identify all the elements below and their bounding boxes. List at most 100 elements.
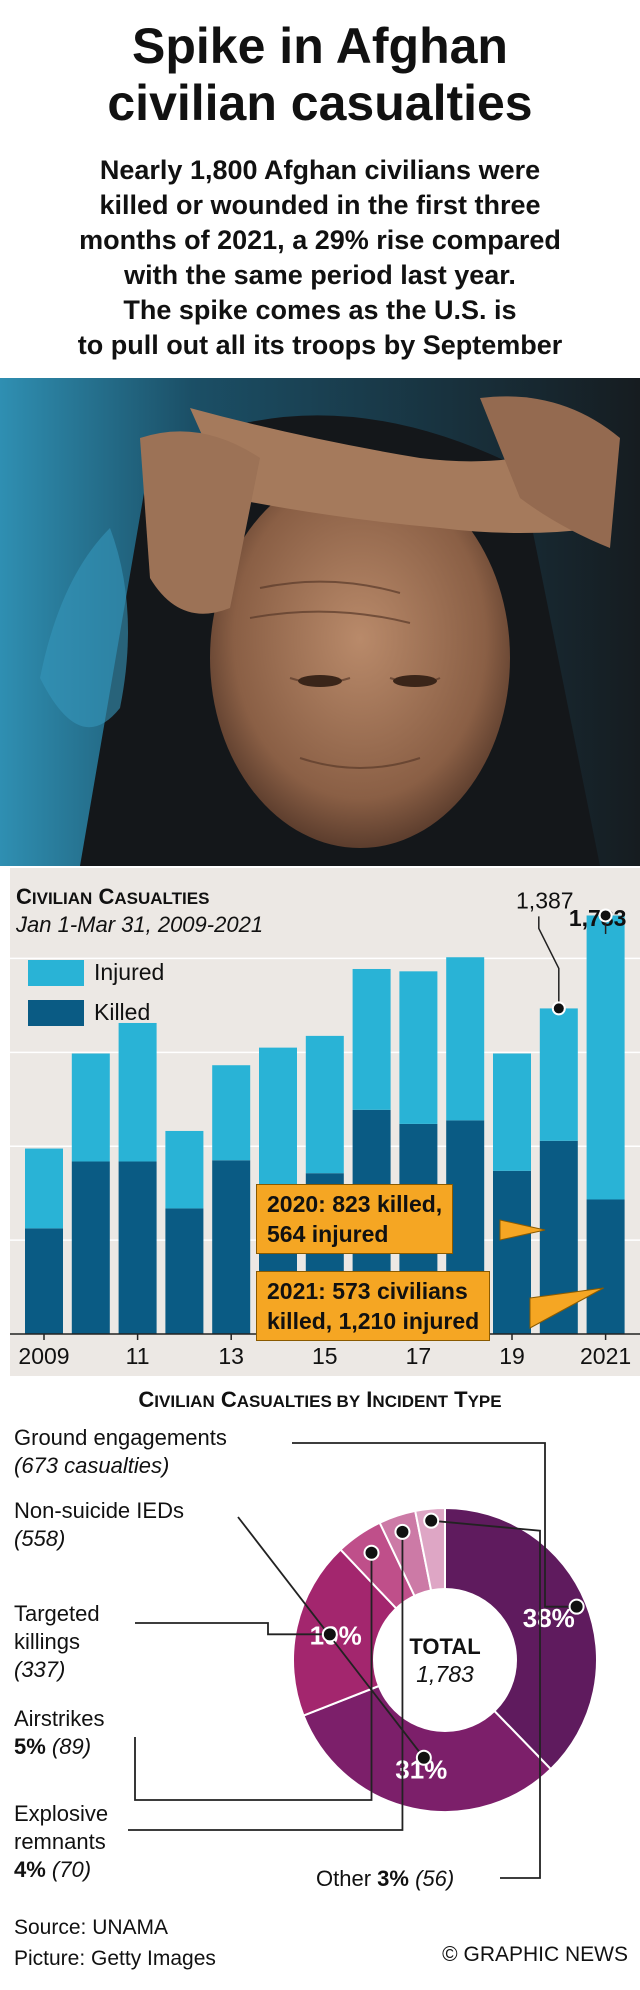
callout-2020-line-1: 2020: 823 killed, xyxy=(267,1191,443,1217)
leader-dot-ground-engagements xyxy=(568,1598,585,1615)
leader-airstrikes xyxy=(134,1552,373,1801)
pie-title-part: T xyxy=(454,1387,468,1412)
chart-title-initial-2: C xyxy=(98,884,115,909)
bar-killed-2021 xyxy=(586,1199,625,1334)
standfirst: Nearly 1,800 Afghan civilians were kille… xyxy=(10,153,630,363)
pie-title-part: YPE xyxy=(467,1392,502,1411)
leader-dot-other xyxy=(423,1512,440,1529)
pie-center-hole xyxy=(373,1588,517,1732)
bar-injured-2019 xyxy=(493,1053,531,1171)
standfirst-line-2: killed or wounded in the first three xyxy=(99,190,541,220)
callout-2021: 2021: 573 civilians killed, 1,210 injure… xyxy=(256,1271,491,1341)
annotation-2021-total: 1,783 xyxy=(569,905,627,931)
label-other-value: (56) xyxy=(415,1866,455,1891)
label-ied-name: Non-suicide IEDs xyxy=(14,1498,184,1523)
chart-subtitle: Jan 1-Mar 31, 2009-2021 xyxy=(16,912,264,937)
bar-injured-2020 xyxy=(539,1008,578,1141)
bar-killed-2009 xyxy=(25,1228,63,1334)
callout-2021-line-1: 2021: 573 civilians xyxy=(267,1278,468,1304)
leader-dot-airstrikes xyxy=(363,1544,380,1561)
pie-title: CIVILIAN CASUALTIES BY INCIDENT TYPE xyxy=(0,1387,640,1413)
label-targeted-line-2: killings xyxy=(14,1629,81,1654)
bar-injured-2014 xyxy=(259,1047,297,1187)
headline: Spike in Afghan civilian casualties xyxy=(0,18,640,132)
standfirst-line-4: with the same period last year. xyxy=(124,260,516,290)
bar-injured-2012 xyxy=(165,1130,204,1209)
legend-swatch-injured xyxy=(28,960,84,986)
leader-explosive-remnants xyxy=(128,1531,404,1831)
pie-slice-non-suicide-ieds xyxy=(302,1658,553,1813)
standfirst-line-6: to pull out all its troops by September xyxy=(77,330,563,360)
bar-injured-2010 xyxy=(71,1053,110,1162)
label-explosive-value: (70) xyxy=(51,1857,92,1882)
pie-center-value: 1,783 xyxy=(416,1661,474,1687)
casualties-bar-chart: CIVILIAN CASUALTIES Jan 1-Mar 31, 2009-2… xyxy=(10,868,640,1376)
bar-injured-2021 xyxy=(586,915,625,1200)
bar-killed-2019 xyxy=(493,1170,531,1334)
bar-killed-2012 xyxy=(165,1208,204,1334)
label-ground-engagements: Ground engagements (673 casualties) xyxy=(14,1424,227,1480)
leader-targeted-killings xyxy=(135,1622,330,1636)
bar-injured-2011 xyxy=(118,1022,157,1162)
headline-line-2: civilian casualties xyxy=(107,75,533,131)
bar-injured-2015 xyxy=(305,1035,344,1174)
x-tick-label: 19 xyxy=(499,1343,525,1369)
leader-other xyxy=(431,1519,541,1879)
callout-2020: 2020: 823 killed, 564 injured xyxy=(256,1184,454,1254)
label-explosive-line-1: Explosive xyxy=(14,1801,109,1826)
standfirst-line-3: months of 2021, a 29% rise compared xyxy=(79,225,561,255)
callout-2020-pointer xyxy=(499,1219,546,1241)
standfirst-line-1: Nearly 1,800 Afghan civilians were xyxy=(99,155,541,185)
label-other: Other 3% (56) xyxy=(316,1865,454,1893)
bar-injured-2009 xyxy=(25,1148,63,1229)
chart-title: CIVILIAN CASUALTIES xyxy=(16,884,209,910)
legend-label-killed: Killed xyxy=(94,999,151,1025)
x-tick-label: 13 xyxy=(218,1343,244,1369)
annotation-2021-dot xyxy=(598,908,613,923)
label-targeted-value: (337) xyxy=(14,1657,66,1682)
pie-title-part: ASUALTIES BY xyxy=(236,1392,361,1411)
label-non-suicide-ieds: Non-suicide IEDs (558) xyxy=(14,1497,184,1553)
annotation-2020-total: 1,387 xyxy=(516,887,574,913)
bar-killed-2011 xyxy=(118,1161,157,1334)
x-tick-label: 15 xyxy=(312,1343,338,1369)
label-explosive-pct: 4% xyxy=(14,1857,46,1882)
callout-2021-pointer xyxy=(529,1287,604,1329)
headline-line-1: Spike in Afghan xyxy=(132,18,508,74)
label-targeted-killings: Targeted killings (337) xyxy=(14,1600,100,1684)
label-airstrikes-pct: 5% xyxy=(14,1734,46,1759)
bar-injured-2013 xyxy=(212,1065,251,1161)
footer-credits: Source: UNAMA Picture: Getty Images xyxy=(14,1912,216,1974)
pie-title-part: I xyxy=(366,1387,373,1412)
pie-slice-ground-engagements xyxy=(444,1506,598,1771)
callout-2020-line-2: 564 injured xyxy=(267,1221,389,1247)
pie-title-part: C xyxy=(220,1387,237,1412)
label-targeted-line-1: Targeted xyxy=(14,1601,100,1626)
bar-injured-2017 xyxy=(399,971,438,1124)
leader-ground-engagements xyxy=(292,1442,577,1608)
legend-swatch-killed xyxy=(28,1000,84,1026)
annotation-2020-dot xyxy=(551,1001,566,1016)
label-airstrikes-name: Airstrikes xyxy=(14,1706,105,1731)
label-airstrikes-value: (89) xyxy=(51,1734,92,1759)
label-ground-name: Ground engagements xyxy=(14,1425,227,1450)
label-other-pct: 3% xyxy=(377,1866,409,1891)
bar-killed-2013 xyxy=(212,1160,251,1334)
pie-title-part: C xyxy=(138,1387,155,1412)
label-ied-value: (558) xyxy=(14,1526,66,1551)
bar-killed-2010 xyxy=(71,1161,110,1334)
pie-center-label: TOTAL xyxy=(409,1634,480,1659)
x-tick-label: 2021 xyxy=(580,1343,631,1369)
x-tick-label: 2009 xyxy=(18,1343,69,1369)
bar-injured-2018 xyxy=(446,957,485,1121)
leader-dot-targeted-killings xyxy=(321,1626,338,1643)
label-airstrikes: Airstrikes 5% (89) xyxy=(14,1705,104,1761)
bar-injured-2016 xyxy=(352,968,391,1110)
label-other-name: Other xyxy=(316,1866,372,1891)
pie-title-part: NCIDENT xyxy=(372,1392,448,1411)
label-explosive-remnants: Explosive remnants 4% (70) xyxy=(14,1800,108,1884)
chart-title-rest-1: IVILIAN xyxy=(31,889,93,908)
publisher-credit: © GRAPHIC NEWS xyxy=(442,1943,628,1966)
callout-2021-line-2: killed, 1,210 injured xyxy=(267,1308,480,1334)
pie-pct-label: 38% xyxy=(523,1603,575,1633)
